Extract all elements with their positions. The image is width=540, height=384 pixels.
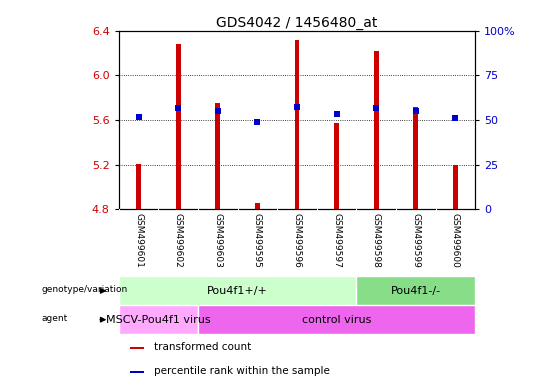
Text: percentile rank within the sample: percentile rank within the sample xyxy=(154,366,330,376)
Text: GSM499595: GSM499595 xyxy=(253,213,262,268)
Bar xyxy=(136,164,141,209)
Bar xyxy=(255,203,260,209)
Text: GSM499597: GSM499597 xyxy=(332,213,341,268)
Text: MSCV-Pou4f1 virus: MSCV-Pou4f1 virus xyxy=(106,314,211,325)
Text: control virus: control virus xyxy=(302,314,372,325)
Bar xyxy=(119,305,198,334)
Bar xyxy=(356,276,475,305)
Text: GSM499603: GSM499603 xyxy=(213,213,222,268)
Bar xyxy=(414,107,418,209)
Text: agent: agent xyxy=(42,314,68,323)
Text: Pou4f1-/-: Pou4f1-/- xyxy=(391,286,441,296)
Text: genotype/variation: genotype/variation xyxy=(42,285,128,294)
Title: GDS4042 / 1456480_at: GDS4042 / 1456480_at xyxy=(217,16,377,30)
Text: transformed count: transformed count xyxy=(154,341,251,352)
Bar xyxy=(374,51,379,209)
Text: GSM499602: GSM499602 xyxy=(174,213,183,267)
Text: GSM499596: GSM499596 xyxy=(293,213,301,268)
Bar xyxy=(176,44,180,209)
Text: GSM499601: GSM499601 xyxy=(134,213,143,268)
Bar xyxy=(334,123,339,209)
Bar xyxy=(198,305,475,334)
Bar xyxy=(119,276,356,305)
Bar xyxy=(215,103,220,209)
Bar xyxy=(453,165,458,209)
Bar xyxy=(295,40,299,209)
Bar xyxy=(130,347,144,349)
Bar xyxy=(130,371,144,372)
Text: GSM499600: GSM499600 xyxy=(451,213,460,268)
Text: Pou4f1+/+: Pou4f1+/+ xyxy=(207,286,268,296)
Text: GSM499599: GSM499599 xyxy=(411,213,420,268)
Text: GSM499598: GSM499598 xyxy=(372,213,381,268)
